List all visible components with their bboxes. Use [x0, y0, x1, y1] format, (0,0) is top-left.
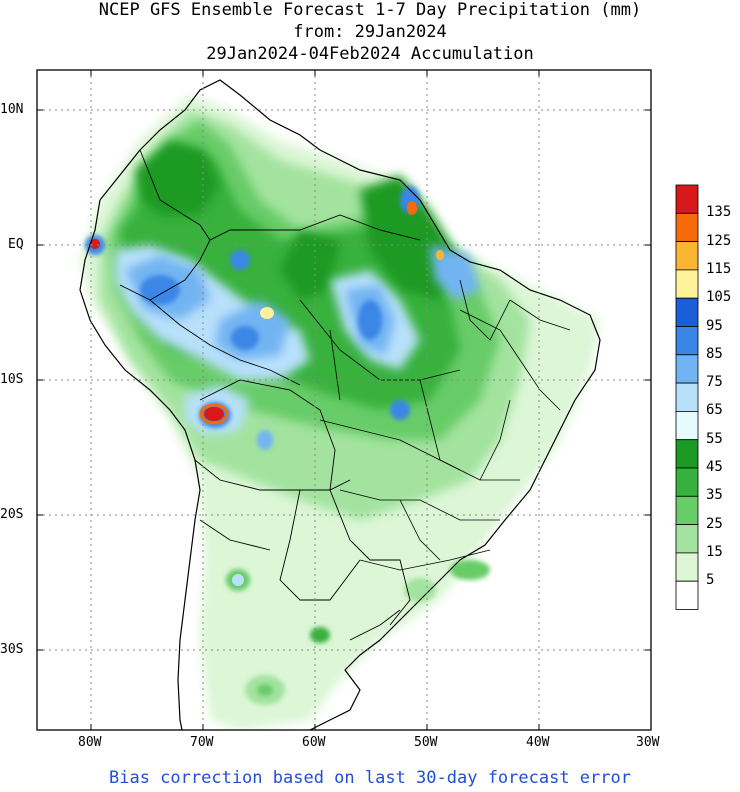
legend-label: 15 [706, 543, 723, 560]
lon-label-30w: 30W [636, 735, 660, 750]
legend-label: 65 [706, 402, 723, 419]
legend-swatch [675, 552, 699, 582]
legend-label: 45 [706, 459, 723, 475]
lon-label-50w: 50W [414, 735, 438, 750]
title-line-1: NCEP GFS Ensemble Forecast 1-7 Day Preci… [98, 0, 642, 20]
grid [37, 70, 651, 730]
country-borders [119, 149, 421, 641]
legend-swatch [675, 354, 699, 384]
lat-label-30s: 30S [0, 642, 24, 657]
legend-swatch [675, 269, 699, 299]
lon-label-60w: 60W [302, 735, 326, 750]
map-frame [36, 69, 652, 731]
lon-label-40w: 40W [526, 735, 550, 750]
legend-swatch [675, 241, 699, 271]
lat-label-10n: 10N [0, 102, 24, 117]
legend-swatch [675, 382, 699, 412]
footer-note: Bias correction based on last 30-day for… [109, 768, 631, 788]
legend-swatch [675, 212, 699, 243]
precipitation-field [80, 95, 600, 730]
legend-swatch [675, 297, 699, 327]
legend-swatch [675, 410, 699, 441]
legend-label: 125 [706, 232, 732, 249]
legend-swatch [675, 580, 699, 610]
lat-label-20s: 20S [0, 507, 24, 522]
legend-label: 25 [706, 515, 723, 532]
legend-label: 5 [706, 572, 715, 589]
state-borders [299, 279, 571, 571]
legend-label: 115 [706, 260, 732, 277]
legend-label: 105 [706, 289, 732, 306]
legend-label: 35 [706, 487, 723, 504]
title-line-2: from: 29Jan2024 [293, 22, 447, 42]
legend-swatch [675, 495, 699, 525]
legend-swatch [675, 467, 699, 497]
legend-swatch [675, 439, 699, 469]
coastlines [79, 79, 601, 730]
lon-label-80w: 80W [78, 735, 102, 750]
title-line-3: 29Jan2024-04Feb2024 Accumulation [206, 44, 534, 64]
legend-swatch [675, 326, 699, 356]
legend-label: 85 [706, 345, 723, 362]
lat-label-10s: 10S [0, 372, 24, 387]
lon-label-70w: 70W [190, 735, 214, 750]
legend-swatch [675, 524, 699, 554]
legend-label: 95 [706, 317, 723, 334]
legend-label: 55 [706, 430, 723, 447]
lat-label-eq: EQ [8, 237, 24, 252]
legend-label: 135 [706, 204, 732, 221]
axis-ticks [37, 70, 652, 730]
legend-label: 75 [706, 374, 723, 391]
legend-swatch [675, 184, 699, 214]
legend-color-bar [675, 184, 699, 610]
